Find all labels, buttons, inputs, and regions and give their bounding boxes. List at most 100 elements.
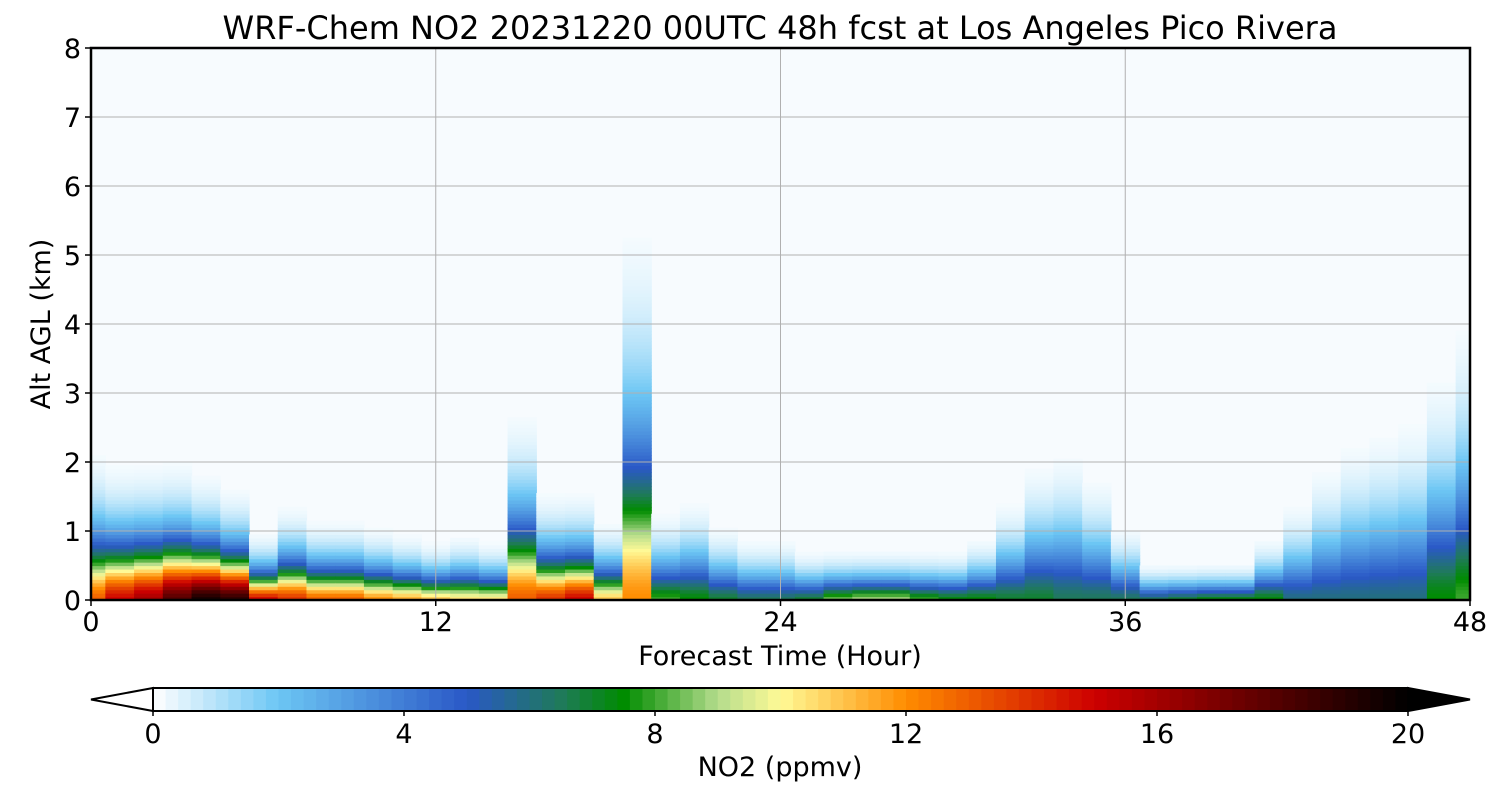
heatmap-cell: [1398, 562, 1428, 567]
heatmap-cell: [335, 524, 365, 529]
heatmap-cell: [277, 510, 308, 515]
heatmap-cell: [91, 572, 106, 577]
heatmap-cell: [1225, 582, 1256, 587]
heatmap-cell: [536, 531, 566, 536]
heatmap-cell: [679, 568, 710, 573]
heatmap-cell: [1398, 565, 1428, 570]
heatmap-cell: [967, 579, 997, 584]
colorbar-segment: [1244, 688, 1258, 711]
heatmap-cell: [507, 593, 537, 598]
heatmap-cell: [1455, 444, 1470, 449]
heatmap-cell: [105, 517, 135, 522]
heatmap-cell: [1139, 575, 1169, 580]
heatmap-cell: [1455, 424, 1470, 429]
heatmap-cell: [565, 593, 595, 598]
heatmap-cell: [1225, 593, 1256, 598]
heatmap-cell: [1340, 479, 1371, 484]
heatmap-cell: [881, 551, 911, 556]
heatmap-cell: [105, 465, 135, 470]
heatmap-cell: [191, 517, 221, 522]
heatmap-cell: [1455, 517, 1470, 522]
heatmap-cell: [191, 579, 221, 584]
heatmap-cell: [938, 579, 968, 584]
heatmap-cell: [363, 565, 394, 570]
heatmap-cell: [1024, 558, 1055, 563]
heatmap-cell: [392, 555, 422, 560]
heatmap-cell: [306, 596, 336, 600]
heatmap-cell: [823, 572, 853, 577]
heatmap-cell: [536, 527, 566, 532]
heatmap-cell: [852, 562, 882, 567]
heatmap-cell: [593, 524, 624, 529]
heatmap-cell: [1426, 413, 1457, 418]
heatmap-cell: [565, 534, 595, 539]
colorbar-segment: [893, 688, 907, 711]
heatmap-cell: [134, 499, 164, 504]
heatmap-cell: [306, 524, 336, 529]
heatmap-cell: [1311, 548, 1342, 553]
heatmap-cell: [708, 562, 739, 567]
heatmap-cell: [363, 544, 394, 549]
heatmap-cell: [220, 510, 250, 515]
heatmap-cell: [507, 499, 537, 504]
heatmap-cell: [679, 582, 710, 587]
heatmap-cell: [162, 534, 193, 539]
heatmap-cell: [565, 586, 595, 591]
heatmap-cell: [708, 527, 739, 532]
colorbar-segment: [617, 688, 631, 711]
heatmap-cell: [622, 382, 652, 387]
heatmap-cell: [191, 510, 221, 515]
heatmap-cell: [737, 565, 767, 570]
heatmap-cell: [1426, 420, 1457, 425]
colorbar-segment: [554, 688, 568, 711]
heatmap-cell: [478, 565, 509, 570]
heatmap-cell: [1139, 593, 1169, 598]
heatmap-cell: [507, 558, 537, 563]
heatmap-cell: [679, 541, 710, 546]
heatmap-cell: [967, 555, 997, 560]
colorbar: [90, 686, 1471, 713]
heatmap-cell: [191, 586, 221, 591]
heatmap-cell: [1311, 575, 1342, 580]
heatmap-cell: [967, 565, 997, 570]
heatmap-cell: [794, 555, 825, 560]
colorbar-segment: [190, 688, 204, 711]
heatmap-cell: [1283, 548, 1313, 553]
heatmap-cell: [1082, 562, 1112, 567]
heatmap-cell: [1053, 458, 1083, 463]
heatmap-cell: [105, 582, 135, 587]
heatmap-cell: [1254, 572, 1284, 577]
heatmap-cell: [737, 568, 767, 573]
heatmap-cell: [995, 517, 1026, 522]
heatmap-cell: [277, 582, 308, 587]
heatmap-cell: [679, 572, 710, 577]
colorbar-segment: [529, 688, 543, 711]
heatmap-cell: [536, 558, 566, 563]
heatmap-cell: [277, 586, 308, 591]
heatmap-cell: [1082, 527, 1112, 532]
heatmap-cell: [507, 479, 537, 484]
heatmap-cell: [91, 499, 106, 504]
heatmap-cell: [679, 586, 710, 591]
heatmap-cell: [1311, 534, 1342, 539]
heatmap-cell: [220, 562, 250, 567]
heatmap-cell: [1197, 572, 1227, 577]
heatmap-cell: [1369, 586, 1399, 591]
heatmap-cell: [593, 586, 624, 591]
heatmap-cell: [708, 579, 739, 584]
heatmap-cell: [823, 568, 853, 573]
heatmap-cell: [622, 393, 652, 398]
heatmap-cell: [1053, 596, 1083, 600]
heatmap-cell: [1024, 475, 1055, 480]
heatmap-cell: [622, 251, 652, 256]
heatmap-cell: [478, 551, 509, 556]
y-tick-label: 2: [64, 448, 81, 479]
heatmap-cell: [249, 586, 279, 591]
heatmap-cell: [1398, 489, 1428, 494]
colorbar-segment: [328, 688, 342, 711]
heatmap-cell: [1426, 531, 1457, 536]
heatmap-cell: [1311, 475, 1342, 480]
heatmap-cell: [565, 548, 595, 553]
heatmap-cell: [1455, 575, 1470, 580]
heatmap-cell: [1311, 555, 1342, 560]
